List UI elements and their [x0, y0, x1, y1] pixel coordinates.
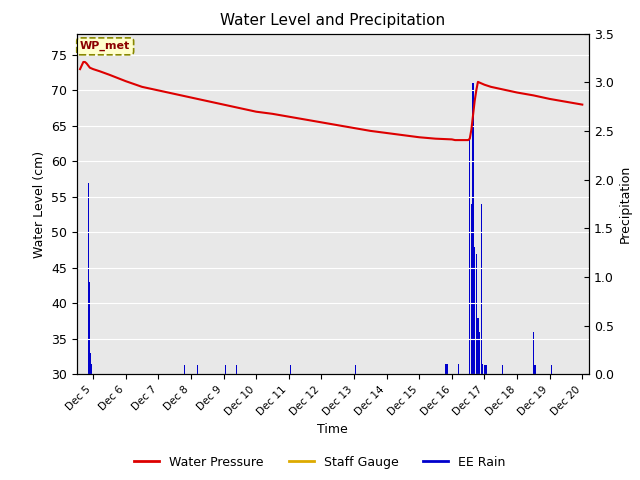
Bar	[290, 365, 291, 374]
Bar	[481, 204, 482, 374]
Bar	[550, 365, 552, 374]
Bar	[476, 254, 477, 374]
Title: Water Level and Precipitation: Water Level and Precipitation	[220, 13, 445, 28]
Bar	[482, 364, 483, 374]
Bar	[502, 365, 503, 374]
Bar	[532, 332, 534, 374]
Bar	[479, 332, 480, 374]
Text: WP_met: WP_met	[80, 41, 131, 51]
Bar	[225, 365, 226, 374]
Bar	[534, 365, 536, 374]
Bar	[485, 365, 487, 374]
Bar	[184, 365, 185, 374]
Bar	[477, 318, 479, 374]
Y-axis label: Precipitation: Precipitation	[620, 165, 632, 243]
Bar	[445, 364, 446, 374]
Bar	[446, 364, 447, 374]
Bar	[469, 140, 470, 374]
Bar	[355, 365, 356, 374]
X-axis label: Time: Time	[317, 423, 348, 436]
Bar	[236, 365, 237, 374]
Bar	[90, 353, 91, 374]
Y-axis label: Water Level (cm): Water Level (cm)	[33, 150, 45, 258]
Bar	[197, 365, 198, 374]
Bar	[484, 365, 485, 374]
Bar	[471, 204, 472, 374]
Bar	[474, 247, 476, 374]
Legend: Water Pressure, Staff Gauge, EE Rain: Water Pressure, Staff Gauge, EE Rain	[129, 451, 511, 474]
Bar	[89, 282, 90, 374]
Bar	[472, 84, 474, 374]
Bar	[88, 183, 89, 374]
Bar	[91, 364, 92, 374]
Bar	[458, 364, 459, 374]
